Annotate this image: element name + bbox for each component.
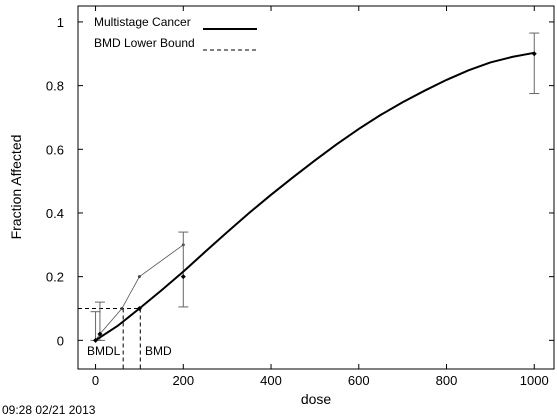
x-axis-label: dose bbox=[301, 391, 332, 407]
x-tick-label: 0 bbox=[92, 373, 99, 388]
timestamp: 09:28 02/21 2013 bbox=[2, 403, 96, 417]
bmd-label: BMD bbox=[145, 344, 172, 358]
thin-series-line bbox=[95, 244, 184, 341]
y-tick-label: 0.6 bbox=[46, 142, 64, 157]
observed-point bbox=[136, 306, 142, 311]
x-tick-label: 600 bbox=[348, 373, 370, 388]
legend-entry-model: Multistage Cancer bbox=[94, 15, 191, 29]
y-axis-label: Fraction Affected bbox=[8, 135, 24, 240]
bmdl-label: BMDL bbox=[87, 344, 121, 358]
x-tick-label: 1000 bbox=[520, 373, 549, 388]
model-curve-line bbox=[94, 51, 535, 342]
thin-series bbox=[94, 243, 185, 342]
x-tick-label: 200 bbox=[172, 373, 194, 388]
observed-points bbox=[93, 51, 537, 343]
observed-point bbox=[93, 337, 99, 343]
y-tick-label: 0.2 bbox=[46, 270, 64, 285]
x-tick-label: 400 bbox=[260, 373, 282, 388]
y-tick-label: 0.4 bbox=[46, 206, 64, 221]
y-tick-label: 0.8 bbox=[46, 79, 64, 94]
observed-point bbox=[180, 274, 186, 280]
observed-point bbox=[531, 51, 537, 57]
thin-series-point bbox=[120, 307, 124, 310]
legend-entry-bmdl: BMD Lower Bound bbox=[94, 36, 195, 50]
x-axis-ticks: 0 200 400 600 800 1000 bbox=[92, 6, 549, 388]
legend: Multistage Cancer BMD Lower Bound bbox=[94, 15, 257, 51]
plot-frame bbox=[77, 5, 555, 370]
observed-point bbox=[97, 331, 103, 337]
bmd-lines bbox=[78, 308, 141, 369]
y-axis-ticks: 0 0.2 0.4 0.6 0.8 1 bbox=[46, 15, 554, 348]
y-tick-label: 0 bbox=[57, 333, 64, 348]
thin-series-point bbox=[137, 275, 141, 279]
error-bars bbox=[90, 32, 540, 341]
y-tick-label: 1 bbox=[57, 15, 64, 30]
x-tick-label: 800 bbox=[436, 373, 458, 388]
